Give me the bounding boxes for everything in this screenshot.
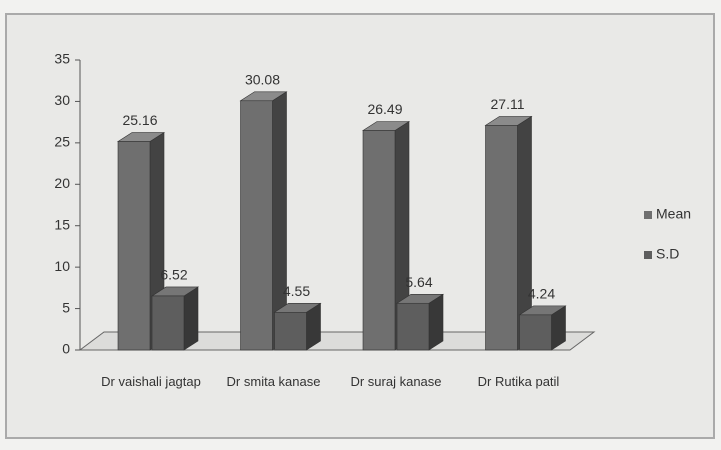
y-tick-label: 20 <box>54 175 70 191</box>
data-label: 30.08 <box>245 71 280 87</box>
bar <box>362 130 396 351</box>
data-label: 25.16 <box>122 112 157 128</box>
bar <box>151 295 185 351</box>
bar-side <box>183 286 199 351</box>
data-label: 4.24 <box>528 286 555 302</box>
legend-label: Mean <box>656 206 691 222</box>
y-tick-label: 30 <box>54 92 70 108</box>
data-label: 27.11 <box>491 96 525 112</box>
bar <box>519 314 552 351</box>
bar <box>396 302 430 351</box>
x-tick-label: Dr Rutika patil <box>477 374 560 389</box>
data-label: 5.64 <box>405 274 432 290</box>
x-tick-label: Dr suraj kanase <box>350 374 442 389</box>
x-tick-label: Dr smita kanase <box>226 374 321 389</box>
y-tick-label: 0 <box>62 341 70 357</box>
bar <box>274 311 307 351</box>
y-tick-label: 5 <box>62 299 70 315</box>
y-tick-label: 10 <box>54 258 70 274</box>
bar <box>117 141 151 351</box>
y-tick-label: 25 <box>54 134 70 150</box>
data-label: 4.55 <box>283 283 310 299</box>
data-label: 26.49 <box>367 101 402 117</box>
bar <box>240 100 273 351</box>
legend-swatch <box>644 211 652 219</box>
bar <box>485 125 518 351</box>
data-label: 6.52 <box>160 267 187 283</box>
y-tick-label: 35 <box>54 51 70 67</box>
legend-swatch <box>644 251 652 259</box>
bar-side <box>428 293 444 351</box>
legend-label: S.D <box>656 246 679 262</box>
x-tick-label: Dr vaishali jagtap <box>101 374 201 389</box>
y-tick-label: 15 <box>54 216 70 232</box>
